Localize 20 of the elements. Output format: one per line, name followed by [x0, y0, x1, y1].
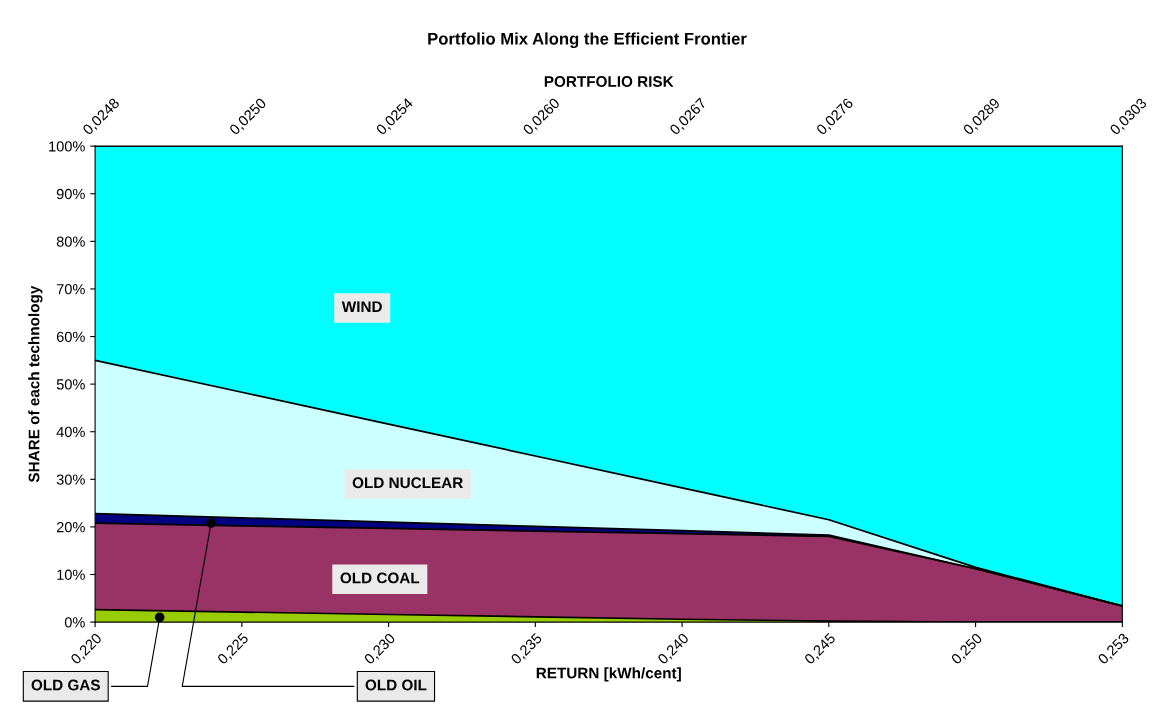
text: OLD GAS: [31, 679, 100, 691]
y-tick-label: 20%: [56, 522, 85, 533]
y-tick-label: 60%: [56, 331, 85, 342]
x2-axis-title: PORTFOLIO RISK: [544, 76, 674, 87]
y-tick-label: 10%: [57, 569, 85, 580]
series-label: WIND: [341, 301, 382, 312]
chart-title: Portfolio Mix Along the Efficient Frontier: [428, 32, 747, 49]
series-label: OLD NUCLEAR: [352, 477, 463, 489]
y-tick-label: 50%: [56, 379, 85, 390]
x-axis-title: RETURN [kWh/cent]: [536, 667, 681, 682]
y-tick-label: 40%: [56, 426, 85, 438]
y-tick-label: 80%: [56, 236, 85, 247]
y-tick-label: 100%: [49, 141, 85, 152]
y-tick-label: 30%: [56, 474, 85, 485]
y-axis-title: SHARE of each technology: [28, 285, 43, 483]
y-tick-label: 90%: [56, 188, 85, 200]
text: OLD OIL: [365, 679, 427, 691]
y-tick-label: 0%: [64, 617, 85, 628]
y-tick-label: 70%: [56, 284, 85, 295]
series-label: OLD COAL: [340, 572, 420, 584]
